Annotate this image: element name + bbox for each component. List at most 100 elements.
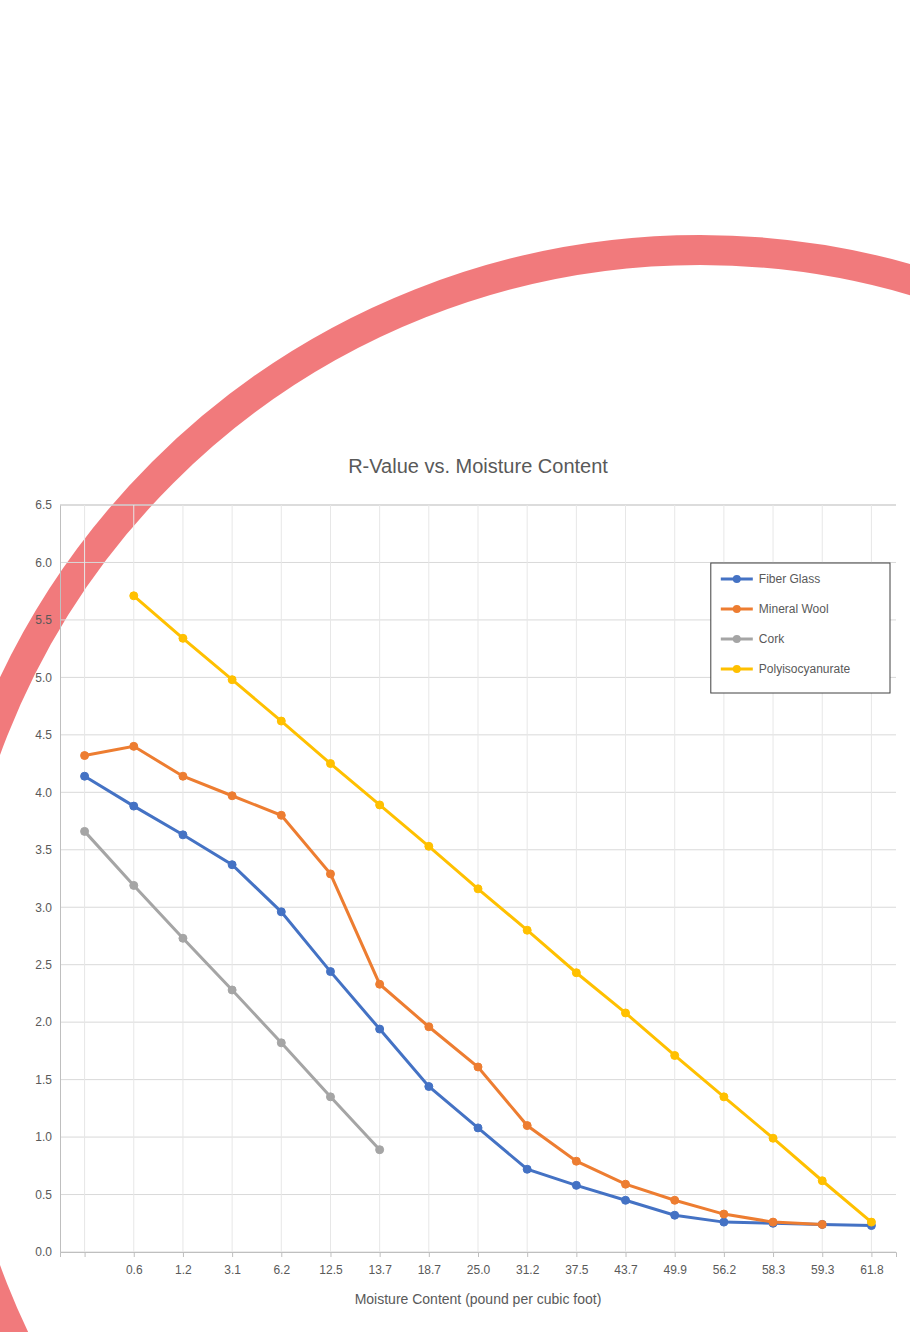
- x-axis-line: [61, 1253, 897, 1258]
- y-tick: 3.5: [35, 843, 60, 857]
- series-marker: [720, 1218, 728, 1226]
- y-tick-label: 4.0: [35, 786, 52, 800]
- grid-line-x: [478, 505, 479, 1252]
- series-marker: [179, 634, 187, 642]
- series-marker: [326, 968, 334, 976]
- y-axis-line: [60, 506, 61, 1253]
- x-tick: 3.1: [224, 1252, 241, 1277]
- x-tick-label: 59.3: [811, 1263, 835, 1277]
- series-marker: [277, 1039, 285, 1047]
- series-marker: [818, 1220, 826, 1228]
- grid-line-x: [674, 505, 675, 1252]
- y-tick-label: 5.5: [35, 613, 52, 627]
- legend-label: Mineral Wool: [759, 602, 829, 616]
- series-line: [85, 746, 823, 1224]
- y-tick-label: 2.5: [35, 958, 52, 972]
- y-tick: 5.0: [35, 671, 60, 685]
- grid-line-x: [527, 505, 528, 1252]
- grid-line-x: [182, 505, 183, 1252]
- series-line: [85, 776, 872, 1225]
- y-tick-label: 3.0: [35, 901, 52, 915]
- y-tick: 4.5: [35, 728, 60, 742]
- y-tick: 5.5: [35, 613, 60, 627]
- x-tick: 49.9: [664, 1252, 688, 1277]
- x-tick-label: 31.2: [516, 1263, 540, 1277]
- x-tick: 43.7: [614, 1252, 638, 1277]
- chart-title: R-Value vs. Moisture Content: [348, 455, 608, 477]
- series-marker: [523, 1122, 531, 1130]
- legend-marker: [733, 665, 741, 673]
- series-marker: [376, 1025, 384, 1033]
- x-tick: 6.2: [273, 1252, 290, 1277]
- series-marker: [277, 717, 285, 725]
- series-marker: [720, 1210, 728, 1218]
- decoration: [0, 250, 910, 1332]
- series-marker: [622, 1009, 630, 1017]
- grid-line-x: [379, 505, 380, 1252]
- grid-line-x: [84, 505, 85, 1252]
- series-marker: [130, 742, 138, 750]
- y-tick: 3.0: [35, 901, 60, 915]
- series-marker: [277, 811, 285, 819]
- series-marker: [572, 1181, 580, 1189]
- x-tick: 18.7: [418, 1252, 442, 1277]
- series-marker: [81, 827, 89, 835]
- series-marker: [769, 1218, 777, 1226]
- x-axis-title: Moisture Content (pound per cubic foot): [355, 1291, 602, 1307]
- series-marker: [720, 1093, 728, 1101]
- series-marker: [867, 1218, 875, 1226]
- x-tick-label: 61.8: [860, 1263, 884, 1277]
- x-tick-label: 13.7: [368, 1263, 392, 1277]
- x-tick: [85, 1252, 86, 1257]
- grid-line-x: [281, 505, 282, 1252]
- series-marker: [523, 926, 531, 934]
- x-tick-mark: [576, 1252, 577, 1257]
- series-marker: [622, 1196, 630, 1204]
- x-tick-mark: [773, 1252, 774, 1257]
- grid-line-x: [576, 505, 577, 1252]
- series-marker: [671, 1051, 679, 1059]
- x-tick: 56.2: [713, 1252, 737, 1277]
- x-tick-mark: [626, 1252, 627, 1257]
- y-tick: 6.0: [35, 556, 60, 570]
- x-tick-label: 18.7: [418, 1263, 442, 1277]
- legend-marker: [733, 575, 741, 583]
- y-tick-label: 6.5: [35, 498, 52, 512]
- x-tick-label: 56.2: [713, 1263, 737, 1277]
- series-marker: [130, 881, 138, 889]
- y-tick-label: 5.0: [35, 671, 52, 685]
- x-tick-label: 49.9: [664, 1263, 688, 1277]
- legend-label: Cork: [759, 632, 785, 646]
- series-marker: [818, 1220, 826, 1228]
- x-tick-label: 25.0: [467, 1263, 491, 1277]
- x-axis: 0.61.23.16.212.513.718.725.031.237.543.7…: [61, 1252, 897, 1277]
- series-marker: [671, 1211, 679, 1219]
- y-tick-label: 1.5: [35, 1073, 52, 1087]
- y-tick: 0.0: [35, 1245, 60, 1259]
- x-tick: 12.5: [319, 1252, 343, 1277]
- legend-box: [711, 563, 890, 693]
- x-tick: 58.3: [762, 1252, 786, 1277]
- x-tick-mark: [281, 1252, 282, 1257]
- grid-line-x: [330, 505, 331, 1252]
- legend-label: Fiber Glass: [759, 572, 820, 586]
- series-marker: [228, 676, 236, 684]
- x-tick-mark: [232, 1252, 233, 1257]
- series-marker: [671, 1196, 679, 1204]
- x-tick: 31.2: [516, 1252, 540, 1277]
- series-marker: [572, 1157, 580, 1165]
- series-marker: [376, 801, 384, 809]
- y-tick: 1.5: [35, 1073, 60, 1087]
- x-tick: 59.3: [811, 1252, 835, 1277]
- series-marker: [130, 802, 138, 810]
- y-tick: 0.5: [35, 1188, 60, 1202]
- x-tick-mark: [478, 1252, 479, 1257]
- series-marker: [277, 908, 285, 916]
- series-marker: [81, 772, 89, 780]
- series-marker: [474, 885, 482, 893]
- x-tick-label: 58.3: [762, 1263, 786, 1277]
- x-tick-label: 37.5: [565, 1263, 589, 1277]
- decor-ring: [0, 250, 910, 1332]
- x-tick: 13.7: [368, 1252, 392, 1277]
- x-tick-mark: [724, 1252, 725, 1257]
